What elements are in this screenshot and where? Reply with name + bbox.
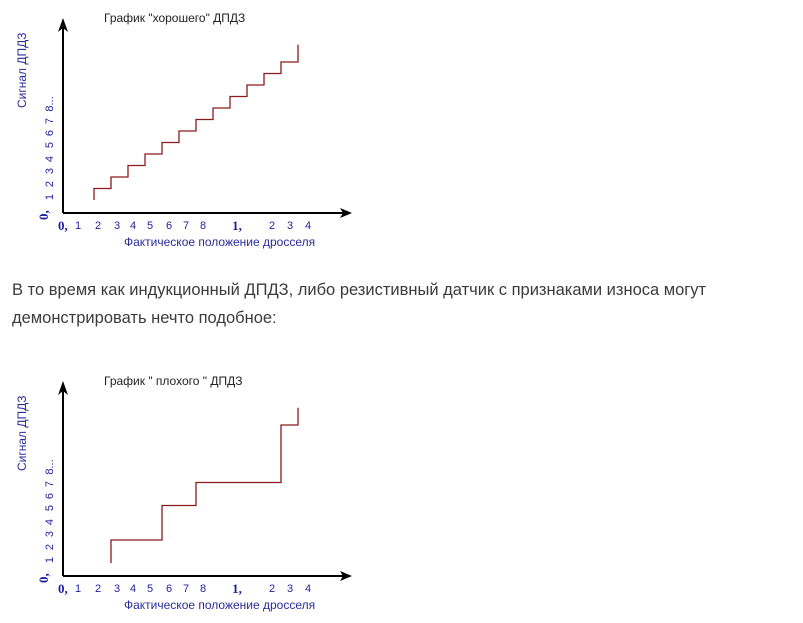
y-axis-arrow	[58, 18, 68, 32]
y-tick-label: 5	[44, 505, 56, 511]
y-tick-label: 8...	[44, 96, 56, 111]
x-tick-label: 0,	[58, 218, 68, 233]
x-tick-label: 7	[183, 583, 189, 595]
x-tick-label: 5	[147, 220, 153, 232]
y-tick-label: 7	[44, 481, 56, 487]
chart-svg: График "хорошего" ДПДЗ Сигнал ДПДЗ Фактиче…	[15, 11, 352, 249]
y-tick-label: 8...	[44, 459, 56, 474]
y-tick-label: 3	[44, 168, 56, 174]
x-tick-label: 1,	[232, 581, 242, 596]
x-tick-label: 8	[200, 220, 206, 232]
x-tick-label: 3	[114, 583, 120, 595]
x-tick-label: 1	[75, 220, 81, 232]
x-axis-label: Фактическое положение дросселя	[124, 598, 315, 612]
chart-title: График "хорошего" ДПДЗ	[104, 11, 245, 25]
chart-svg: График " плохого " ДПДЗ Сигнал ДПДЗ Фактич…	[15, 374, 352, 612]
y-tick-label: 5	[44, 142, 56, 148]
x-axis-label: Фактическое положение дросселя	[124, 235, 315, 249]
y-tick-label: 6	[44, 493, 56, 499]
chart-title: График " плохого " ДПДЗ	[104, 374, 242, 388]
x-axis-arrow	[340, 208, 352, 218]
y-tick-label: 3	[44, 531, 56, 537]
x-tick-label: 3	[287, 583, 293, 595]
y-tick-label: 4	[44, 519, 56, 525]
x-tick-label: 5	[147, 583, 153, 595]
body-paragraph: В то время как индукционный ДПДЗ, либо р…	[12, 276, 797, 332]
y-axis-label: Сигнал ДПДЗ	[15, 395, 29, 471]
x-tick-label: 0,	[58, 581, 68, 596]
y-tick-label: 1	[44, 194, 56, 200]
x-tick-label: 4	[305, 583, 311, 595]
y-tick-label: 2	[44, 544, 56, 550]
good-tps-chart: График "хорошего" ДПДЗ Сигнал ДПДЗ Фактиче…	[0, 0, 370, 260]
x-axis-arrow	[340, 571, 352, 581]
y-axis-label: Сигнал ДПДЗ	[15, 32, 29, 108]
x-tick-label: 2	[269, 220, 275, 232]
x-tick-label: 6	[166, 583, 172, 595]
x-tick-label: 8	[200, 583, 206, 595]
x-tick-label: 4	[130, 220, 136, 232]
x-tick-label: 1,	[232, 218, 242, 233]
y-tick-label: 6	[44, 130, 56, 136]
x-tick-label: 4	[305, 220, 311, 232]
x-tick-label: 3	[114, 220, 120, 232]
paragraph-line-2: демонстрировать нечто подобное:	[12, 309, 277, 327]
bad-tps-chart: График " плохого " ДПДЗ Сигнал ДПДЗ Фактич…	[0, 363, 370, 623]
x-tick-label: 2	[95, 220, 101, 232]
paragraph-line-1: В то время как индукционный ДПДЗ, либо р…	[12, 281, 707, 299]
y-tick-label: 7	[44, 118, 56, 124]
signal-step-line	[93, 44, 299, 200]
x-tick-label: 1	[75, 583, 81, 595]
x-tick-label: 4	[130, 583, 136, 595]
x-tick-label: 3	[287, 220, 293, 232]
signal-step-line	[110, 407, 299, 563]
y-tick-label: 4	[44, 156, 56, 162]
y-axis-arrow	[58, 381, 68, 395]
y-tick-label: 1	[44, 557, 56, 563]
x-tick-label: 7	[183, 220, 189, 232]
y-tick-label: 0,	[36, 210, 51, 220]
y-tick-label: 0,	[36, 573, 51, 583]
x-tick-label: 6	[166, 220, 172, 232]
x-tick-label: 2	[269, 583, 275, 595]
x-tick-label: 2	[95, 583, 101, 595]
y-tick-label: 2	[44, 181, 56, 187]
